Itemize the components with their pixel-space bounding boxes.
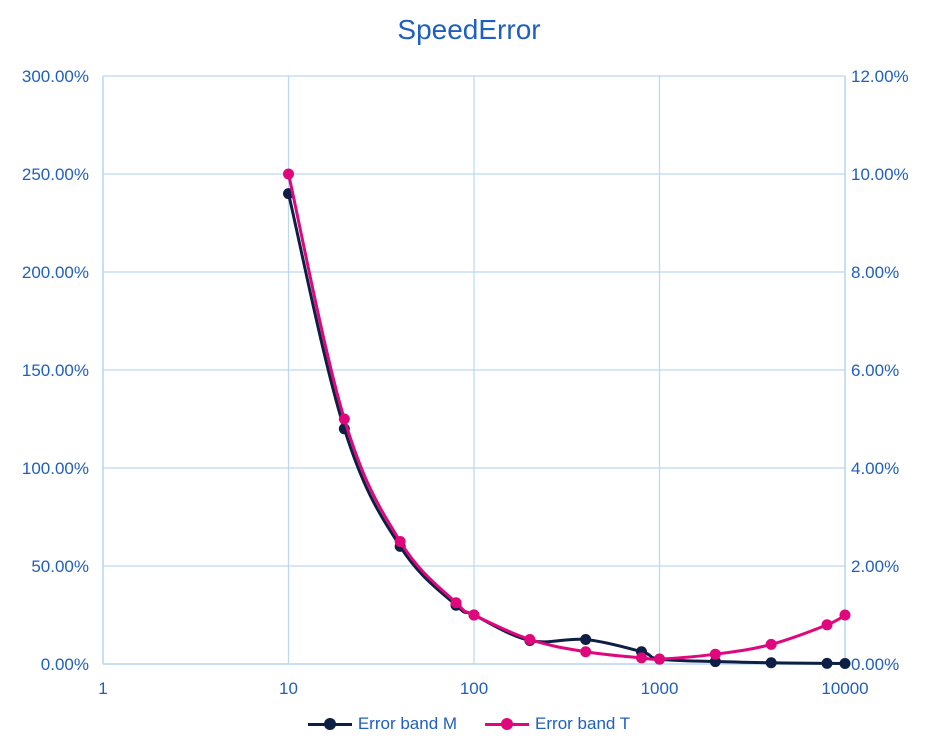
y-tick-label: 250.00% [22, 165, 89, 184]
y-tick-label: 300.00% [22, 67, 89, 86]
x-tick-label: 10 [279, 679, 298, 698]
x-tick-label: 1000 [641, 679, 679, 698]
data-point-error-band-m [580, 634, 592, 645]
legend-item-error-band-m: Error band M [307, 714, 458, 734]
legend-swatch-t [485, 717, 530, 731]
legend-label-t: Error band T [535, 714, 631, 733]
y-tick-label: 100.00% [22, 459, 89, 478]
y-tick-label: 50.00% [31, 557, 89, 576]
x-tick-label: 100 [460, 679, 488, 698]
y2-tick-label: 8.00% [851, 263, 899, 282]
y-tick-label: 200.00% [22, 263, 89, 282]
data-point-error-band-t [580, 646, 592, 658]
chart-title: SpeedError [397, 14, 541, 45]
data-point-error-band-t [394, 536, 406, 547]
data-point-error-band-t [765, 638, 777, 650]
data-point-error-band-t [821, 619, 833, 631]
data-point-error-band-t [338, 413, 350, 425]
y2-tick-label: 12.00% [851, 67, 909, 86]
data-point-error-band-m [765, 657, 777, 669]
chart-legend: Error band M Error band T [0, 714, 938, 734]
data-point-error-band-t [709, 648, 721, 660]
data-point-error-band-t [450, 597, 462, 609]
y2-tick-label: 0.00% [851, 655, 899, 674]
data-point-error-band-t [524, 634, 536, 645]
legend-item-error-band-t: Error band T [485, 714, 630, 734]
y2-tick-label: 6.00% [851, 361, 899, 380]
data-point-error-band-t [839, 609, 851, 621]
data-point-error-band-t [654, 653, 665, 665]
x-tick-label: 10000 [821, 679, 868, 698]
series-line-error-band-m [287, 193, 846, 666]
y-tick-label: 150.00% [22, 361, 89, 380]
legend-swatch-m [307, 717, 352, 731]
data-point-error-band-m [821, 657, 833, 669]
series-line-error-band-t [287, 173, 846, 661]
x-tick-label: 1 [98, 679, 107, 698]
y2-tick-label: 10.00% [851, 165, 909, 184]
data-point-error-band-t [636, 652, 648, 664]
data-point-error-band-t [283, 168, 294, 180]
legend-label-m: Error band M [357, 714, 458, 733]
data-point-error-band-t [468, 609, 480, 621]
y-tick-label: 0.00% [41, 655, 89, 674]
y2-tick-label: 4.00% [851, 459, 899, 478]
y2-tick-label: 2.00% [851, 557, 899, 576]
data-point-error-band-m [839, 658, 851, 670]
